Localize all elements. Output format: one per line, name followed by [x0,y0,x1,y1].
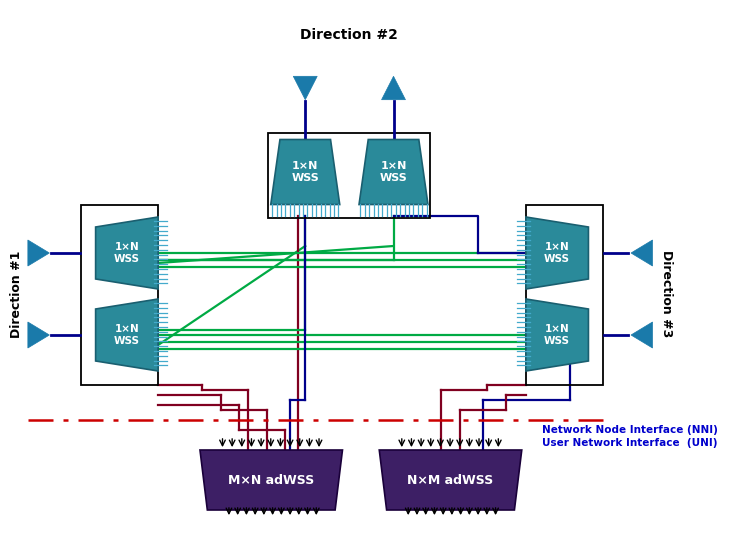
Text: User Network Interface  (UNI): User Network Interface (UNI) [542,438,718,448]
Polygon shape [631,240,653,266]
Polygon shape [631,322,653,348]
Bar [81,205,158,385]
Bar [269,133,430,218]
Polygon shape [95,217,158,289]
Text: N×M adWSS: N×M adWSS [408,473,494,486]
Polygon shape [271,139,340,204]
Text: 1×N
WSS: 1×N WSS [380,161,408,183]
Text: Direction #3: Direction #3 [660,250,673,338]
Polygon shape [380,450,522,510]
Polygon shape [95,299,158,371]
Text: M×N adWSS: M×N adWSS [228,473,314,486]
Text: 1×N
WSS: 1×N WSS [544,242,571,264]
Polygon shape [28,322,50,348]
Text: 1×N
WSS: 1×N WSS [544,324,571,346]
Polygon shape [526,299,588,371]
Text: Direction #2: Direction #2 [300,28,398,42]
Text: Network Node Interface (NNI): Network Node Interface (NNI) [542,425,719,435]
Text: 1×N
WSS: 1×N WSS [114,242,140,264]
Polygon shape [293,76,317,100]
Text: 1×N
WSS: 1×N WSS [114,324,140,346]
Text: Direction #1: Direction #1 [10,250,23,338]
Text: 1×N
WSS: 1×N WSS [292,161,319,183]
Polygon shape [359,139,428,204]
Polygon shape [28,240,50,266]
Polygon shape [382,76,406,100]
Polygon shape [526,217,588,289]
Bar [526,205,603,385]
Polygon shape [200,450,343,510]
